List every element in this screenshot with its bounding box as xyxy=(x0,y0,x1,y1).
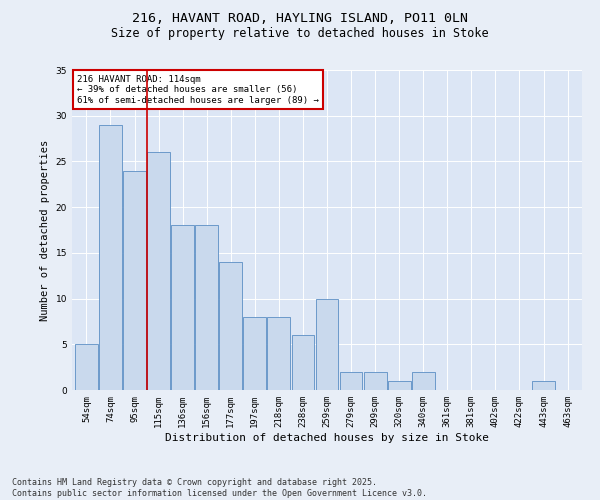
Bar xyxy=(244,317,266,390)
Bar xyxy=(292,335,314,390)
Bar xyxy=(268,317,290,390)
Bar xyxy=(171,226,194,390)
Bar xyxy=(364,372,386,390)
Bar xyxy=(388,381,410,390)
Bar xyxy=(147,152,170,390)
Y-axis label: Number of detached properties: Number of detached properties xyxy=(40,140,50,320)
Bar xyxy=(75,344,98,390)
Bar xyxy=(220,262,242,390)
Bar xyxy=(99,125,122,390)
Bar xyxy=(195,226,218,390)
Bar xyxy=(316,298,338,390)
X-axis label: Distribution of detached houses by size in Stoke: Distribution of detached houses by size … xyxy=(165,432,489,442)
Bar xyxy=(532,381,555,390)
Text: Contains HM Land Registry data © Crown copyright and database right 2025.
Contai: Contains HM Land Registry data © Crown c… xyxy=(12,478,427,498)
Bar xyxy=(412,372,434,390)
Text: 216, HAVANT ROAD, HAYLING ISLAND, PO11 0LN: 216, HAVANT ROAD, HAYLING ISLAND, PO11 0… xyxy=(132,12,468,26)
Bar xyxy=(340,372,362,390)
Text: Size of property relative to detached houses in Stoke: Size of property relative to detached ho… xyxy=(111,28,489,40)
Text: 216 HAVANT ROAD: 114sqm
← 39% of detached houses are smaller (56)
61% of semi-de: 216 HAVANT ROAD: 114sqm ← 39% of detache… xyxy=(77,75,319,104)
Bar xyxy=(123,170,146,390)
